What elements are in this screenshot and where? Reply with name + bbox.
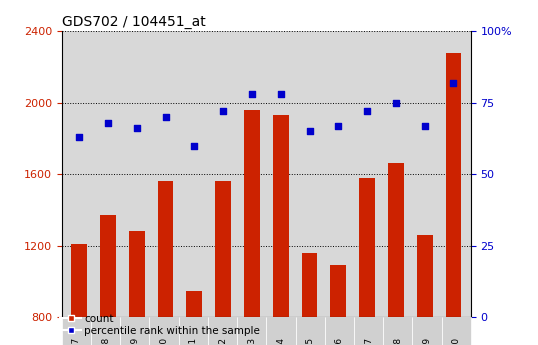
Point xyxy=(305,129,314,134)
Bar xyxy=(273,115,288,317)
Text: GSM17200: GSM17200 xyxy=(160,337,168,345)
Bar xyxy=(302,253,317,317)
Text: GSM17208: GSM17208 xyxy=(393,337,402,345)
Bar xyxy=(158,181,173,317)
Text: GSM17206: GSM17206 xyxy=(335,337,344,345)
Point xyxy=(277,91,285,97)
Text: GSM17197: GSM17197 xyxy=(72,337,81,345)
Bar xyxy=(100,215,116,317)
Point xyxy=(392,100,400,106)
Bar xyxy=(244,110,260,317)
Bar xyxy=(417,235,433,317)
Text: GSM17198: GSM17198 xyxy=(101,337,110,345)
Point xyxy=(334,123,343,128)
Bar xyxy=(71,244,87,317)
Text: GSM17209: GSM17209 xyxy=(422,337,431,345)
Text: GSM17201: GSM17201 xyxy=(189,337,198,345)
Point xyxy=(75,134,83,140)
Point xyxy=(449,80,458,85)
Text: GSM17199: GSM17199 xyxy=(130,337,139,345)
Point xyxy=(161,114,170,120)
Point xyxy=(363,108,371,114)
Bar xyxy=(445,52,462,317)
Bar xyxy=(186,290,202,317)
Text: GSM17205: GSM17205 xyxy=(306,337,315,345)
Bar xyxy=(215,181,231,317)
Bar xyxy=(388,164,404,317)
Text: GSM17202: GSM17202 xyxy=(218,337,227,345)
Bar xyxy=(129,231,145,317)
Point xyxy=(190,143,199,148)
Point xyxy=(132,126,141,131)
Text: GSM17207: GSM17207 xyxy=(364,337,373,345)
Text: GSM17203: GSM17203 xyxy=(247,337,256,345)
Legend: count, percentile rank within the sample: count, percentile rank within the sample xyxy=(56,309,265,340)
Text: GSM17204: GSM17204 xyxy=(277,337,286,345)
Bar xyxy=(359,178,375,317)
Text: GDS702 / 104451_at: GDS702 / 104451_at xyxy=(62,14,206,29)
Text: GSM17210: GSM17210 xyxy=(451,337,461,345)
Point xyxy=(219,108,228,114)
Bar xyxy=(330,266,346,317)
Point xyxy=(247,91,256,97)
Point xyxy=(104,120,112,126)
Point xyxy=(420,123,429,128)
